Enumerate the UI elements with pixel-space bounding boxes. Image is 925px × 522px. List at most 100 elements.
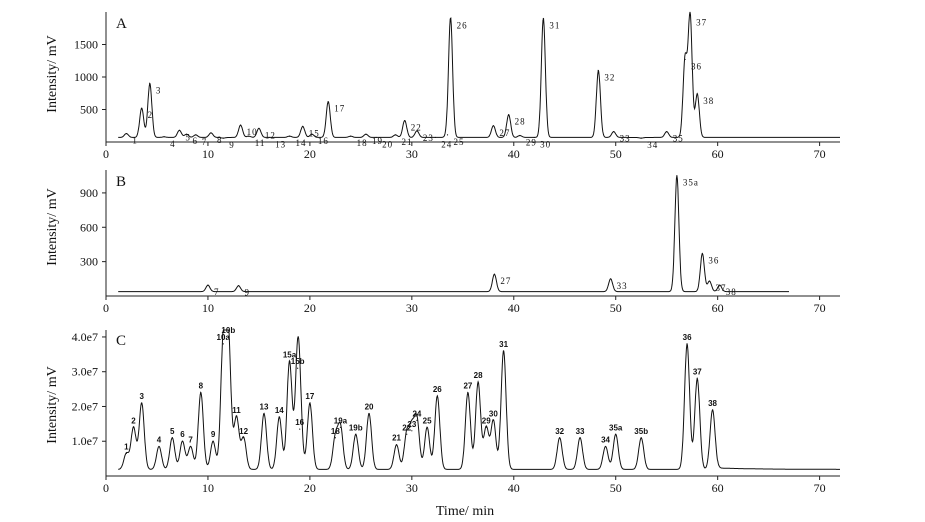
panel-a-peak-label: 3 bbox=[156, 86, 162, 96]
panel-c-peak-label: 11 bbox=[232, 406, 241, 415]
panel-a-peak-label: 35 bbox=[673, 134, 684, 144]
panel-b-y-tick-label: 300 bbox=[80, 255, 98, 269]
panel-c-peak-label: 35b bbox=[634, 427, 648, 436]
panel-c-peak-1 bbox=[125, 452, 127, 455]
panel-c-peak-13 bbox=[263, 412, 265, 415]
panel-a-peak-label: 11 bbox=[255, 138, 266, 148]
panel-b-peak-label: 7 bbox=[214, 287, 220, 297]
panel-c-peak-label: 19b bbox=[349, 423, 363, 432]
panel-c-peak-label: 21 bbox=[392, 434, 401, 443]
panel-a-x-tick-label: 0 bbox=[103, 147, 109, 161]
panel-c-peak-38 bbox=[711, 409, 714, 411]
panel-c-peak-label: 4 bbox=[157, 435, 162, 444]
panel-a-peak-17 bbox=[327, 101, 329, 103]
panel-c-x-tick-label: 0 bbox=[103, 481, 109, 495]
panel-c-peak-24 bbox=[416, 419, 418, 421]
panel-a-peak-label: 28 bbox=[515, 117, 526, 127]
panel-c-peak-9 bbox=[212, 440, 214, 442]
panel-a-peak-18 bbox=[350, 135, 352, 137]
panel-a-peak-9 bbox=[222, 137, 224, 139]
panel-a-trace bbox=[118, 11, 840, 139]
panel-a-peak-label: 22 bbox=[411, 123, 422, 133]
panel-a-peak-16 bbox=[311, 133, 313, 135]
panel-c-peak-label: 18 bbox=[331, 427, 340, 436]
panel-a-peak-37 bbox=[689, 14, 691, 16]
panel-b-x-tick-label: 40 bbox=[508, 301, 520, 315]
panel-b-x-tick-label: 70 bbox=[814, 301, 826, 315]
panel-a-x-tick-label: 40 bbox=[508, 147, 520, 161]
panel-c-peak-27 bbox=[467, 391, 469, 394]
panel-c-peak-label: 23 bbox=[407, 420, 416, 429]
panel-b-peak-label: 33 bbox=[617, 281, 628, 291]
panel-a: A Intensity/ mV 0 10 20 30 40 50 60 70500100015… bbox=[45, 11, 840, 161]
panel-a-peak-label: 23 bbox=[423, 133, 434, 143]
panel-c-peak-label: 37 bbox=[693, 368, 702, 377]
panel-c-peak-6 bbox=[181, 440, 184, 442]
panel-c-peak-label: 29 bbox=[482, 416, 491, 425]
panel-a-peak-28 bbox=[508, 114, 510, 116]
panel-a-peak-6 bbox=[185, 133, 188, 135]
panel-b-peak-label: 38 bbox=[726, 287, 737, 297]
panel-c-peak-17 bbox=[309, 402, 311, 404]
panel-a-ylabel: Intensity/ mV bbox=[45, 35, 60, 112]
panel-b-x-tick-label: 10 bbox=[202, 301, 214, 315]
panel-a-peak-12 bbox=[258, 127, 260, 129]
panel-a-peak-label: 20 bbox=[382, 139, 393, 149]
panel-a-peak-label: 25 bbox=[454, 137, 465, 147]
panel-c-peak-10a bbox=[222, 343, 224, 345]
panel-a-peak-label: 31 bbox=[549, 21, 560, 31]
panel-a-x-tick-label: 50 bbox=[610, 147, 622, 161]
panel-c-peak-label: 32 bbox=[555, 427, 564, 436]
panel-c-y-tick-label: 1.0e7 bbox=[72, 434, 98, 448]
panel-a-peak-1 bbox=[125, 132, 127, 135]
panel-c-peak-28 bbox=[477, 381, 479, 383]
panel-a-peak-34 bbox=[640, 137, 642, 139]
panel-a-peak-label: 15 bbox=[309, 128, 320, 138]
panel-c-peak-2 bbox=[132, 426, 135, 428]
panel-c-peak-19b bbox=[355, 433, 357, 435]
panel-a-peak-label: 6 bbox=[193, 136, 199, 146]
panel-c-peak-35b bbox=[640, 437, 642, 439]
panel-c-peak-label: 17 bbox=[305, 392, 314, 401]
panel-a-peak-2 bbox=[141, 107, 143, 109]
panel-c-peak-label: 24 bbox=[412, 409, 421, 418]
panel-a-x-tick-label: 10 bbox=[202, 147, 214, 161]
panel-a-peak-4 bbox=[163, 136, 165, 138]
panel-c-peak-4 bbox=[158, 445, 160, 448]
panel-c-y-tick-label: 2.0e7 bbox=[72, 399, 98, 413]
panel-a-peak-label: 12 bbox=[265, 130, 276, 140]
panel-c-peak-label: 10b bbox=[221, 326, 235, 335]
panel-c-x-tick-label: 40 bbox=[508, 481, 520, 495]
panel-a-peak-label: 30 bbox=[540, 139, 551, 149]
panel-c-peak-label: 8 bbox=[199, 382, 204, 391]
panel-a-peak-label: 26 bbox=[457, 21, 468, 31]
panel-a-peak-label: 19 bbox=[372, 136, 383, 146]
panel-c-peak-label: 36 bbox=[683, 333, 692, 342]
panel-a-peak-7 bbox=[195, 134, 197, 136]
panel-a-peak-10 bbox=[239, 124, 242, 126]
panel-a-peak-label: 7 bbox=[202, 137, 208, 147]
panel-c-peak-25 bbox=[426, 426, 428, 428]
panel-a-peak-label: 16 bbox=[318, 136, 329, 146]
panel-a-peak-21 bbox=[394, 134, 397, 136]
panel-c-peak-label: 22 bbox=[402, 423, 411, 432]
panel-c-ylabel: Intensity/ mV bbox=[45, 366, 60, 443]
panel-c-peak-label: 20 bbox=[365, 402, 374, 411]
panel-a-peak-label: 29 bbox=[526, 138, 537, 148]
panel-c-peak-label: 38 bbox=[708, 399, 717, 408]
panel-c-x-tick-label: 70 bbox=[814, 481, 826, 495]
panel-a-peak-5 bbox=[178, 129, 180, 131]
panel-a-peak-label: 32 bbox=[604, 73, 615, 83]
panel-c-peak-label: 27 bbox=[463, 382, 472, 391]
panel-a-peak-36 bbox=[684, 58, 686, 61]
panel-a-peak-label: 18 bbox=[357, 138, 368, 148]
panel-a-peak-14 bbox=[288, 135, 291, 137]
panel-a-peak-23 bbox=[416, 130, 418, 132]
panel-a-peak-35 bbox=[666, 131, 668, 133]
panel-a-y-tick-label: 1000 bbox=[74, 70, 98, 84]
panel-a-y-tick-label: 500 bbox=[80, 103, 98, 117]
panel-b-y-tick-label: 900 bbox=[80, 186, 98, 200]
panel-a-peak-label: 33 bbox=[620, 134, 631, 144]
panel-c-peak-33 bbox=[579, 437, 581, 439]
panel-a-peak-15 bbox=[302, 125, 304, 127]
